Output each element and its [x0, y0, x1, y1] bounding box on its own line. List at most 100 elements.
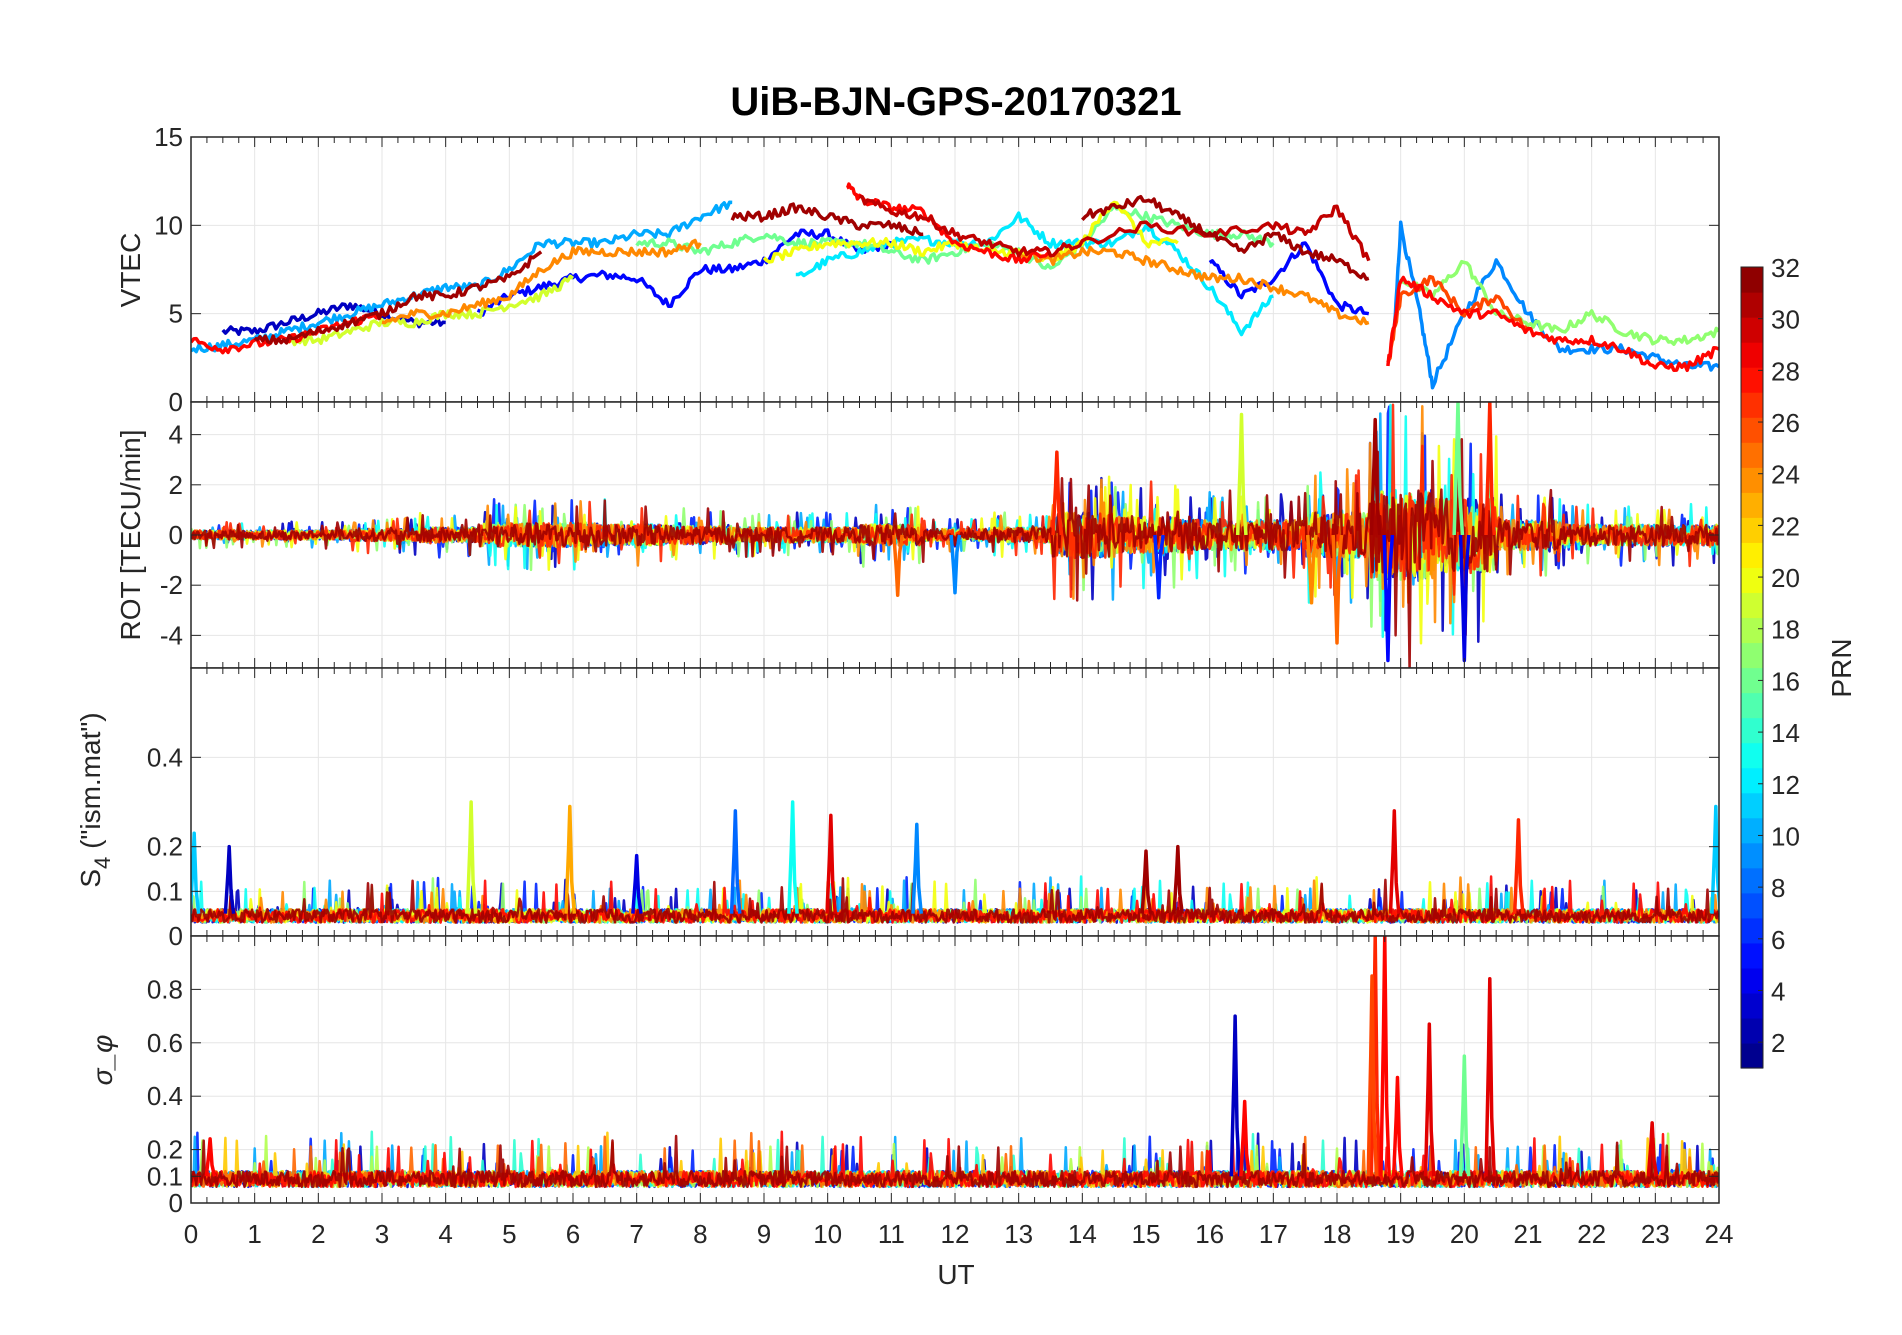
spike-prn-31 [1172, 844, 1185, 914]
series-line-prn-17 [1399, 259, 1719, 346]
y-tick-label: -4 [160, 620, 183, 650]
colorbar-segment [1741, 342, 1763, 368]
colorbar-segment [1741, 592, 1763, 619]
series-line-prn-9 [1392, 220, 1719, 390]
spike-prn-16 [1458, 1054, 1471, 1177]
colorbar-segment [1741, 517, 1763, 543]
spike-prn-4 [631, 853, 643, 914]
series-line-prn-31 [191, 1134, 1719, 1189]
spike-prn-9 [911, 822, 923, 914]
x-tick-label: 23 [1641, 1219, 1670, 1249]
y-tick-label: -2 [160, 570, 183, 600]
spike-prn-29 [825, 813, 838, 914]
colorbar-tick-label: 22 [1771, 511, 1800, 541]
series-line-prn-31 [191, 877, 1719, 924]
panel-rot: -4 -2 0 2 4 ROT [TECU/min] [115, 401, 1720, 669]
colorbar-tick-label: 14 [1771, 718, 1800, 748]
colorbar-segment [1741, 317, 1763, 343]
x-tick-label: 3 [375, 1219, 389, 1249]
spike-prn-27 [1484, 402, 1497, 536]
y-tick-label: 5 [169, 299, 183, 329]
colorbar-segment [1741, 392, 1763, 418]
spike-prn-26 [1366, 974, 1379, 1177]
series-line-prn-10 [191, 200, 733, 354]
x-tick-label: 6 [566, 1219, 580, 1249]
colorbar-tick-label: 12 [1771, 770, 1800, 800]
spike-prn-29 [1484, 976, 1497, 1177]
colorbar-segment [1741, 542, 1763, 568]
x-tick-label: 24 [1705, 1219, 1734, 1249]
y-tick-label: 15 [154, 122, 183, 152]
x-tick-label: 12 [941, 1219, 970, 1249]
spike-prn-29 [1646, 1121, 1659, 1177]
colorbar-segment [1741, 842, 1763, 869]
colorbar-tick-label: 24 [1771, 460, 1800, 490]
colorbar-tick-label: 20 [1771, 563, 1800, 593]
panel-data [191, 936, 1719, 1189]
colorbar-tick-label: 26 [1771, 408, 1800, 438]
series-line-prn-28 [1386, 275, 1719, 373]
y-tick-label: 0 [169, 387, 183, 417]
x-tick-label: 19 [1386, 1219, 1415, 1249]
y-tick-label: 2 [169, 470, 183, 500]
spike-prn-3 [223, 844, 236, 914]
colorbar-segment [1741, 367, 1763, 393]
series-line-prn-3 [221, 302, 446, 336]
colorbar-tick-label: 2 [1771, 1028, 1785, 1058]
spike-prn-29 [1423, 1022, 1436, 1177]
colorbar-tick-label: 4 [1771, 976, 1785, 1006]
colorbar-segment [1741, 742, 1763, 769]
spike-prn-8 [729, 809, 742, 914]
y-tick-label: 0.8 [147, 974, 183, 1004]
y-tick-label: 0.2 [147, 1135, 183, 1165]
colorbar-segment [1741, 642, 1763, 669]
series-line-prn-5 [476, 228, 892, 317]
colorbar-segment [1741, 1042, 1763, 1069]
series-line-prn-31 [253, 250, 543, 346]
colorbar-segment [1741, 792, 1763, 819]
colorbar-tick-label: 10 [1771, 821, 1800, 851]
x-tick-label: 9 [757, 1219, 771, 1249]
colorbar-tick-label: 6 [1771, 925, 1785, 955]
spike-prn-3 [1229, 1014, 1242, 1177]
y-tick-label: 0 [169, 1188, 183, 1218]
series-line-prn-19 [285, 274, 575, 347]
colorbar-frame [1740, 266, 1764, 1069]
spike-prn-28 [1239, 1099, 1251, 1177]
colorbar-segment [1741, 467, 1763, 493]
colorbar-tick-label: 8 [1771, 873, 1785, 903]
spike-prn-28 [1379, 936, 1391, 1177]
spike-prn-25 [892, 534, 904, 597]
colorbar-segment [1741, 1017, 1763, 1044]
colorbar-segment [1741, 692, 1763, 719]
colorbar-segment [1741, 442, 1763, 468]
colorbar-segment [1741, 817, 1763, 844]
x-tick-label: 16 [1195, 1219, 1224, 1249]
x-tick-label: 20 [1450, 1219, 1479, 1249]
x-tick-label: 2 [311, 1219, 325, 1249]
y-tick-label: 0.1 [147, 1161, 183, 1191]
x-tick-label: 15 [1132, 1219, 1161, 1249]
colorbar-segment [1741, 567, 1763, 594]
spike-prn-27 [1512, 818, 1525, 914]
y-tick-label: 10 [154, 210, 183, 240]
panel-vtec: 0 5 10 15 VTEC [115, 122, 1720, 417]
y-tick-label: 0.2 [147, 832, 183, 862]
series-line-prn-30 [859, 194, 1371, 262]
panel-data [191, 800, 1719, 924]
colorbar-tick-label: 30 [1771, 305, 1800, 335]
colorbar-segment [1741, 667, 1763, 694]
x-tick-label: 22 [1577, 1219, 1606, 1249]
colorbar-tick-label: 18 [1771, 615, 1800, 645]
y-axis-label-sigma_phi: σ_φ [87, 1035, 118, 1086]
series-line-prn-26 [1386, 274, 1530, 364]
spike-prn-31 [1369, 417, 1382, 536]
x-tick-label: 4 [438, 1219, 452, 1249]
y-tick-label: 0.6 [147, 1028, 183, 1058]
spike-prn-16 [1452, 402, 1465, 536]
y-axis-label-rot: ROT [TECU/min] [115, 429, 146, 640]
colorbar-segment [1741, 292, 1763, 318]
spike-prn-6 [1153, 534, 1165, 600]
series-line-prn-24 [381, 238, 702, 325]
